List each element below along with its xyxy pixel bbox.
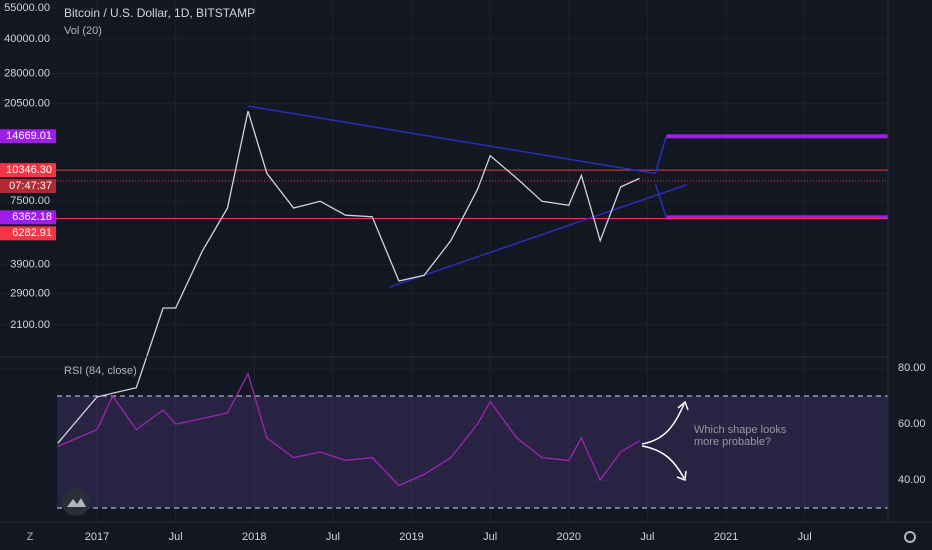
annotation: more probable?: [694, 436, 771, 448]
annotation: Which shape looks: [694, 424, 787, 436]
y-tick-label: 2900.00: [10, 287, 50, 299]
y-tick-label: 7500.00: [10, 195, 50, 207]
x-tick-label: Jul: [326, 531, 340, 543]
x-tick-label: 2021: [714, 531, 738, 543]
plot: [0, 105, 888, 509]
grid: [0, 0, 888, 522]
y2-tick-label: 60.00: [898, 418, 926, 430]
x-tick-label: 2017: [85, 531, 109, 543]
logo[interactable]: [62, 488, 90, 516]
price-label: 6362.18: [12, 211, 52, 223]
price-label: 14669.01: [6, 130, 52, 142]
x-tick-label: Jul: [798, 531, 812, 543]
arrow-up: [641, 400, 689, 445]
y2-tick-label: 80.00: [898, 362, 926, 374]
x-tick-label: 2020: [557, 531, 581, 543]
price-label-bg: [0, 163, 56, 178]
x-tick-label: 2018: [242, 531, 266, 543]
chart-title: Bitcoin / U.S. Dollar, 1D, BITSTAMP: [64, 6, 255, 20]
zoom-button[interactable]: Z: [27, 531, 34, 543]
countdown: 07:47:37: [9, 180, 52, 192]
x-tick-label: Jul: [640, 531, 654, 543]
y-tick-label: 3900.00: [10, 259, 50, 271]
trendline: [654, 136, 667, 174]
y2-tick-label: 40.00: [898, 474, 926, 486]
rsi-band: [57, 396, 888, 509]
y-tick-label: 20500.00: [4, 98, 50, 110]
y-tick-label: 55000.00: [4, 2, 50, 14]
price-line: [57, 110, 640, 444]
settings-button[interactable]: [904, 531, 916, 543]
y-tick-label: 2100.00: [10, 319, 50, 331]
x-tick-label: 2019: [399, 531, 423, 543]
countdown-bg: [0, 178, 56, 193]
price-label-bg: [0, 226, 56, 241]
price-label-bg: [0, 129, 56, 144]
arrow-down: [641, 445, 687, 482]
trendline: [389, 184, 687, 288]
rsi-line: [57, 371, 640, 487]
price-label: 6282.91: [12, 227, 52, 239]
y-tick-label: 40000.00: [4, 33, 50, 45]
price-label-bg: [0, 210, 56, 225]
x-tick-label: Jul: [169, 531, 183, 543]
chart-subtitle: Vol (20): [64, 25, 102, 37]
logo-mark: [67, 498, 86, 507]
x-tick-label: Jul: [483, 531, 497, 543]
trendline: [247, 105, 656, 175]
y-tick-label: 28000.00: [4, 67, 50, 79]
trendline: [654, 183, 667, 218]
rsi-title: RSI (84, close): [64, 365, 137, 377]
price-label: 10346.30: [6, 164, 52, 176]
